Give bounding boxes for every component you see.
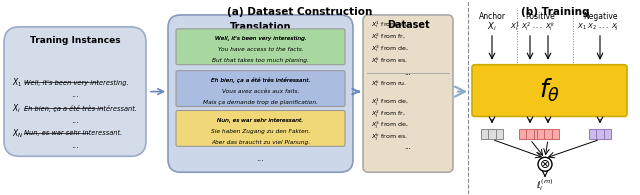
Text: (a) Dataset Construction: (a) Dataset Construction <box>227 7 372 17</box>
Text: You have access to the facts.: You have access to the facts. <box>218 47 303 52</box>
Text: Nun, es war sehr interessant.: Nun, es war sehr interessant. <box>218 118 303 123</box>
Circle shape <box>538 157 552 171</box>
Text: Aber das braucht zu viel Planung.: Aber das braucht zu viel Planung. <box>211 140 310 145</box>
Text: $X^k_i$ from ru.: $X^k_i$ from ru. <box>371 78 407 89</box>
FancyBboxPatch shape <box>363 15 453 172</box>
Text: ...: ... <box>71 116 79 125</box>
Bar <box>537 129 545 139</box>
Bar <box>596 129 604 139</box>
Text: ...: ... <box>257 154 264 163</box>
Text: Well, it's been very interesting.: Well, it's been very interesting. <box>214 36 307 41</box>
Text: $X_N$: $X_N$ <box>12 127 24 140</box>
Bar <box>545 129 552 139</box>
FancyBboxPatch shape <box>176 71 345 106</box>
Text: ...: ... <box>71 90 79 99</box>
FancyArrowPatch shape <box>455 87 465 97</box>
Text: $X^k_j$ from es.: $X^k_j$ from es. <box>371 132 408 144</box>
Text: ...: ... <box>404 70 412 76</box>
Text: Mais ça demande trop de planification.: Mais ça demande trop de planification. <box>203 100 318 105</box>
FancyBboxPatch shape <box>168 15 353 172</box>
Text: $X_i$: $X_i$ <box>12 102 21 115</box>
FancyBboxPatch shape <box>176 111 345 146</box>
Bar <box>495 129 503 139</box>
FancyBboxPatch shape <box>4 27 146 156</box>
Text: Anchor: Anchor <box>479 12 506 21</box>
Text: Positive: Positive <box>525 12 555 21</box>
Text: Well, it's been very interesting.: Well, it's been very interesting. <box>24 80 129 86</box>
Bar <box>526 129 534 139</box>
Bar <box>589 129 596 139</box>
Bar <box>534 129 541 139</box>
Text: Dataset: Dataset <box>387 20 429 30</box>
Bar <box>481 129 488 139</box>
Text: Nun, es war sehr interessant.: Nun, es war sehr interessant. <box>218 118 303 123</box>
Text: Nun, es war sehr interessant.: Nun, es war sehr interessant. <box>24 130 122 136</box>
Text: $X^2_j$ from fr,: $X^2_j$ from fr, <box>371 108 406 121</box>
Text: $\ell_i^{(m)}$: $\ell_i^{(m)}$ <box>536 177 554 193</box>
Bar <box>488 129 495 139</box>
Text: (b) Training: (b) Training <box>521 7 589 17</box>
Text: $X^3_j$ from de,: $X^3_j$ from de, <box>371 120 409 132</box>
Text: Vous avez accès aux faits.: Vous avez accès aux faits. <box>221 89 300 94</box>
Text: Well, it's been very interesting.: Well, it's been very interesting. <box>214 36 307 41</box>
Text: $f_\theta$: $f_\theta$ <box>539 77 560 104</box>
Text: $X^3_i$ from de,: $X^3_i$ from de, <box>371 43 409 54</box>
Text: $X_1\ X_2\ ...\ X_j$: $X_1\ X_2\ ...\ X_j$ <box>577 21 619 33</box>
Text: Eh bien, ça a été très intéressant.: Eh bien, ça a été très intéressant. <box>211 78 310 83</box>
Text: Eh bien, ça a été très intéressant.: Eh bien, ça a été très intéressant. <box>24 105 137 112</box>
Text: $X_i$: $X_i$ <box>487 21 497 33</box>
Text: $X^1_i\ X^2_i\ ...\ X^k_i$: $X^1_i\ X^2_i\ ...\ X^k_i$ <box>510 20 556 34</box>
Text: Translation: Translation <box>230 22 291 32</box>
Text: Traning Instances: Traning Instances <box>29 36 120 45</box>
Text: $\otimes$: $\otimes$ <box>540 158 550 171</box>
Bar <box>604 129 611 139</box>
Text: $X^1_i$ from en,: $X^1_i$ from en, <box>371 20 409 30</box>
Text: ...: ... <box>71 141 79 150</box>
Text: Sie haben Zugang zu den Fakten.: Sie haben Zugang zu den Fakten. <box>211 129 310 134</box>
Text: ...: ... <box>404 144 412 150</box>
Text: $X^k_i$ from es.: $X^k_i$ from es. <box>371 55 408 66</box>
Text: $X^2_i$ from fr,: $X^2_i$ from fr, <box>371 31 406 42</box>
FancyBboxPatch shape <box>176 29 345 65</box>
Text: But that takes too much planing.: But that takes too much planing. <box>212 58 309 63</box>
Text: $X_1$: $X_1$ <box>12 76 22 89</box>
Text: Eh bien, ça a été très intéressant.: Eh bien, ça a été très intéressant. <box>211 78 310 83</box>
Text: $X^1_j$ from de,: $X^1_j$ from de, <box>371 97 409 109</box>
Bar <box>519 129 526 139</box>
Bar <box>552 129 559 139</box>
Text: Negative: Negative <box>583 12 617 21</box>
FancyBboxPatch shape <box>472 65 627 116</box>
